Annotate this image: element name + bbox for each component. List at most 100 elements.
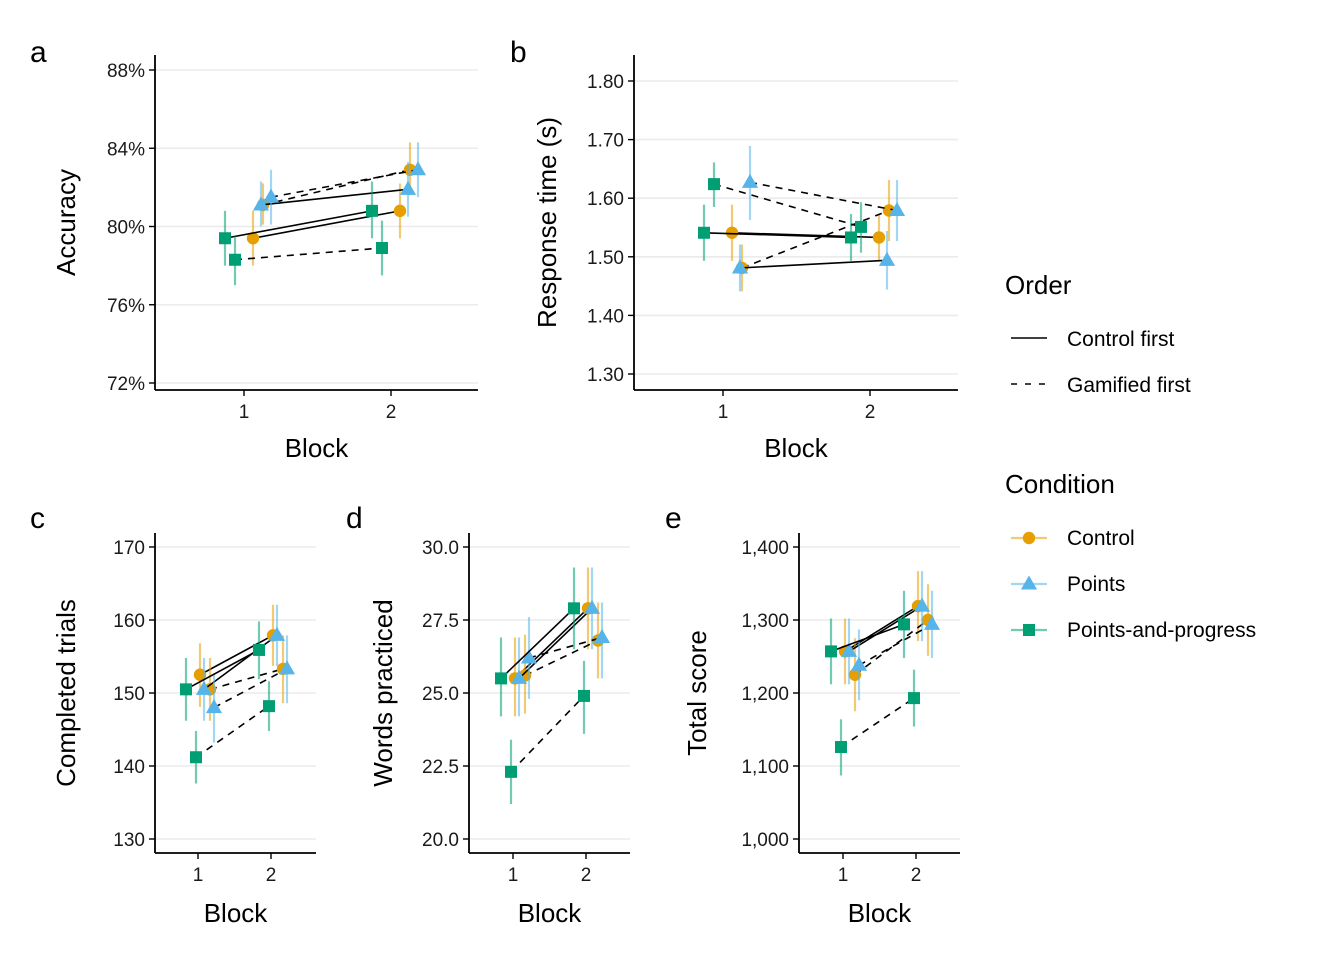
point-points-and-progress-control-first [180,683,192,696]
series-line-control-gamified-first [524,639,599,677]
point-points-gamified-first [888,202,906,217]
point-points-and-progress-control-first [366,204,378,217]
x-tick-label: 2 [386,402,397,423]
legend-gamified-first-label: Gamified first [1067,374,1191,397]
point-points-and-progress-control-first [568,602,580,615]
series-line-points-and-progress-gamified-first [234,247,383,261]
y-tick-label: 1,100 [741,757,789,778]
series-line-points-control-first [739,259,888,269]
point-points-control-first [583,599,601,614]
y-tick-label: 27.5 [422,611,459,632]
series-line-points-and-progress-gamified-first [510,695,585,773]
x-tick-label: 1 [508,865,519,886]
point-points-and-progress-control-first [825,645,837,658]
legend-condition-items [1011,531,1047,636]
legend-points-and-progress-label: Points-and-progress [1067,619,1256,642]
legend-order-title: Order [1005,270,1072,300]
point-points-gamified-first [741,173,759,188]
y-tick-label: 72% [107,374,145,395]
point-points-and-progress-gamified-first [263,700,275,713]
series-line-points-and-progress-control-first [224,210,373,240]
point-control-control-first [393,204,407,218]
point-points-gamified-first [278,660,296,675]
y-axis-title: Response time (s) [532,117,562,328]
series-line-points-control-first [260,188,409,206]
point-control-control-first [246,232,260,245]
y-tick-label: 1,300 [741,611,789,632]
series-line-control-control-first [514,607,589,679]
series-line-control-gamified-first [741,209,890,269]
y-tick-label: 170 [113,538,145,559]
x-tick-label: 1 [718,402,729,423]
x-axis-title: Block [204,898,269,928]
point-control-control-first [872,231,886,244]
panel-letter-c: c [30,502,45,535]
series-line-points-gamified-first [213,668,288,709]
point-points-control-first [268,626,286,641]
point-points-and-progress-gamified-first [190,751,202,764]
point-points-control-first [878,251,896,266]
series-line-points-gamified-first [858,623,933,666]
y-tick-label: 130 [113,830,145,851]
y-tick-label: 1.50 [587,248,624,269]
panel-letter-d: d [346,502,363,535]
point-points-gamified-first [850,656,868,671]
legend-square-icon [1023,624,1035,636]
series-line-control-gamified-first [209,668,284,691]
point-points-and-progress-control-first [495,672,507,685]
point-points-control-first [731,259,749,274]
series-line-points-and-progress-control-first [830,623,905,653]
point-points-gamified-first [409,161,427,176]
x-tick-label: 1 [239,402,250,423]
series-line-points-control-first [848,605,923,653]
x-axis-title: Block [285,433,350,463]
point-points-gamified-first [205,699,223,714]
y-axis-title: Completed trials [51,599,81,787]
y-tick-label: 1,400 [741,538,789,559]
legend-control-first-label: Control first [1067,328,1175,351]
y-tick-label: 25.0 [422,684,459,705]
point-points-and-progress-control-first [698,226,710,239]
point-points-and-progress-gamified-first [835,741,847,754]
panel-e: e 1,000 1,100 1,200 1,300 1,400 1 2 Block Total s… [665,502,960,928]
point-points-gamified-first [923,615,941,630]
series-line-points-and-progress-control-first [500,607,575,679]
y-axis-title: Total score [682,630,712,756]
panel-b: b 1.30 1.40 1.50 1.60 1.70 1.80 1 2 Block Response… [510,36,958,463]
series-line-control-control-first [199,634,274,676]
series-line-control-gamified-first [854,619,929,676]
panel-letter-a: a [30,36,47,69]
series-line-points-and-progress-gamified-first [713,183,862,228]
y-tick-label: 1.60 [587,189,624,210]
point-points-and-progress-gamified-first [505,765,517,778]
y-axis-title: Words practiced [368,599,398,786]
point-points-and-progress-control-first [253,643,265,656]
legend-triangle-icon [1020,575,1038,590]
point-points-gamified-first [520,649,538,664]
point-points-gamified-first [593,629,611,644]
x-axis-title: Block [518,898,583,928]
series-line-points-and-progress-gamified-first [195,705,270,758]
y-tick-label: 140 [113,757,145,778]
point-points-control-first [252,196,270,211]
y-tick-label: 160 [113,611,145,632]
series-line-points-control-first [518,607,593,679]
panel-d: d 20.0 22.5 25.0 27.5 30.0 1 2 Block Words practi… [346,502,630,928]
y-tick-label: 20.0 [422,830,459,851]
panel-c: c 130 140 150 160 170 1 2 Block Completed trials [30,502,316,928]
point-points-and-progress-gamified-first [855,220,867,233]
y-tick-label: 88% [107,61,145,82]
panel-letter-e: e [665,502,682,535]
point-points-control-first [510,669,528,684]
y-tick-label: 84% [107,139,145,160]
point-points-and-progress-control-first [845,231,857,244]
y-tick-label: 30.0 [422,538,459,559]
point-points-control-first [840,642,858,657]
point-points-control-first [399,180,417,195]
y-tick-label: 1.80 [587,72,624,93]
series-line-points-gamified-first [749,181,898,212]
x-axis-title: Block [764,433,829,463]
y-tick-label: 76% [107,296,145,317]
series-line-points-and-progress-control-first [703,231,852,239]
x-tick-label: 1 [193,865,204,886]
